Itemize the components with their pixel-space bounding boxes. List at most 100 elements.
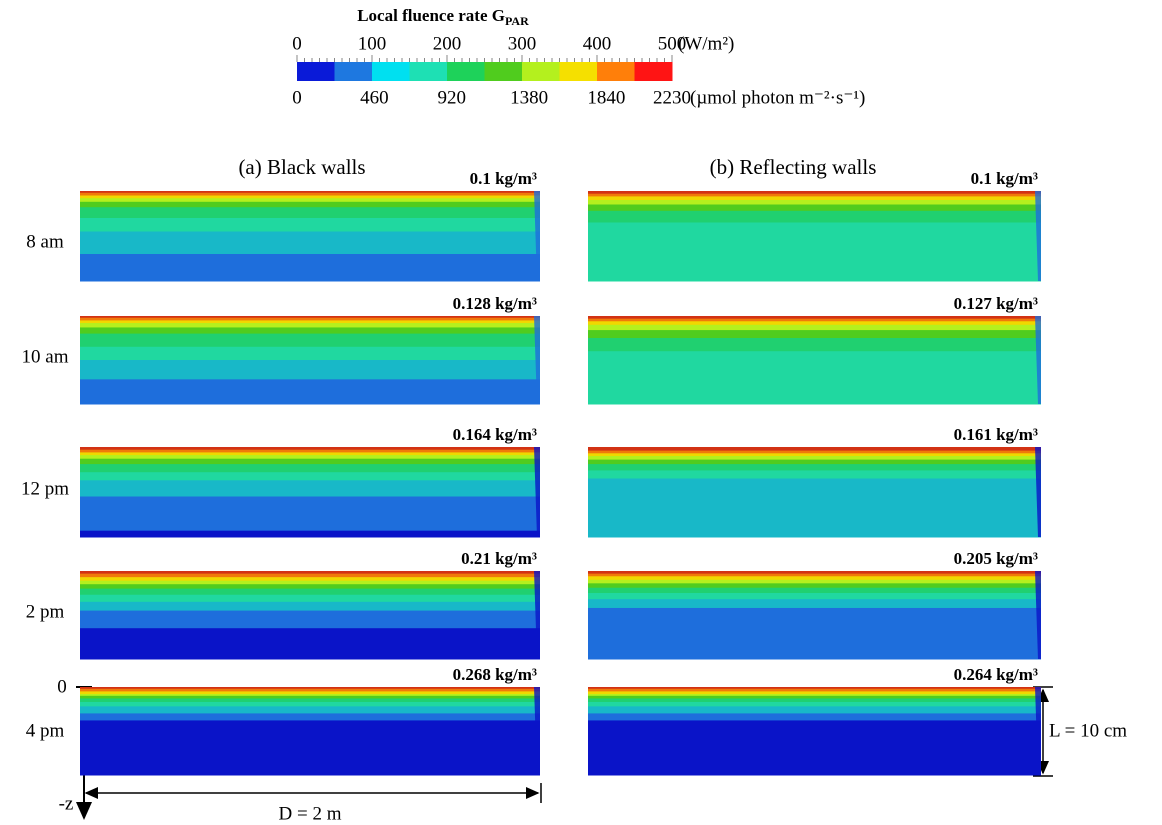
- contour-band: [80, 231, 540, 255]
- contour-band: [80, 571, 540, 575]
- top-unit: (W/m²): [678, 33, 734, 54]
- contour-band: [588, 351, 1041, 405]
- contour-band: [588, 191, 1041, 195]
- colorbar-segment: [297, 62, 335, 81]
- concentration-label: 0.264 kg/m³: [954, 665, 1038, 684]
- contour-band: [588, 453, 1041, 457]
- contour-band: [588, 687, 1041, 690]
- contour-band: [80, 198, 540, 203]
- contour-band: [588, 193, 1041, 197]
- colorbar-segment: [409, 62, 448, 81]
- wall-edge: [1035, 191, 1041, 281]
- contour-band: [80, 610, 540, 629]
- bottom-tick-label: 920: [437, 87, 466, 108]
- contour-band: [588, 576, 1041, 581]
- contour-band: [80, 688, 540, 692]
- colorbar-segment: [597, 62, 635, 81]
- contour-band: [588, 583, 1041, 589]
- contour-band: [80, 317, 540, 321]
- contour-band: [80, 379, 540, 405]
- contour-band: [588, 210, 1041, 223]
- top-tick-label: 0: [292, 33, 302, 54]
- contour-band: [80, 327, 540, 335]
- contour-band: [588, 573, 1041, 577]
- contour-band: [588, 713, 1041, 721]
- wall-edge: [1035, 687, 1041, 775]
- top-tick-label: 100: [358, 33, 387, 54]
- row-label: 10 am: [22, 346, 69, 367]
- bottom-unit: (µmol photon m⁻²·s⁻¹): [690, 87, 865, 108]
- contour-band: [80, 201, 540, 208]
- colorbar-segment: [522, 62, 560, 81]
- colorbar-segment: [372, 62, 410, 81]
- width-label: D = 2 m: [279, 803, 342, 824]
- contour-band: [588, 464, 1041, 471]
- colorbar-segment: [334, 62, 373, 81]
- contour-band: [80, 691, 540, 695]
- contour-band: [588, 456, 1041, 461]
- contour-band: [80, 472, 540, 481]
- contour-band: [80, 254, 540, 282]
- contour-band: [80, 530, 540, 538]
- contour-band: [588, 324, 1041, 331]
- bottom-tick-label: 0: [292, 87, 302, 108]
- contour-band: [588, 691, 1041, 695]
- contour-band: [588, 204, 1041, 212]
- contour-band: [80, 628, 540, 660]
- contour-band: [588, 593, 1041, 600]
- contour-band: [80, 687, 540, 690]
- colorbar-segment: [634, 62, 673, 81]
- wall-edge: [1035, 316, 1041, 404]
- contour-band: [80, 496, 540, 532]
- contour-band: [80, 601, 540, 612]
- contour-band: [80, 706, 540, 714]
- contour-band: [80, 694, 540, 697]
- contour-band: [80, 192, 540, 196]
- contour-band: [588, 316, 1041, 320]
- top-tick-label: 400: [583, 33, 612, 54]
- contour-band: [80, 701, 540, 707]
- contour-band: [80, 316, 540, 319]
- contour-band: [588, 706, 1041, 714]
- contour-band: [80, 207, 540, 219]
- contour-band: [588, 720, 1041, 776]
- colorbar-segment: [559, 62, 598, 81]
- contour-band: [80, 464, 540, 473]
- contour-band: [588, 450, 1041, 454]
- contour-band: [80, 333, 540, 348]
- contour-band: [588, 701, 1041, 707]
- origin-label: 0: [57, 676, 67, 697]
- contour-band: [588, 698, 1041, 703]
- contour-band: [588, 695, 1041, 699]
- wall-edge: [534, 316, 540, 404]
- wall-edge: [534, 571, 540, 659]
- wall-edge: [1035, 447, 1041, 537]
- contour-band: [80, 720, 540, 776]
- row-label: 8 am: [26, 231, 64, 252]
- contour-band: [80, 191, 540, 194]
- contour-band: [80, 698, 540, 703]
- bottom-tick-label: 1380: [510, 87, 548, 108]
- contour-band: [80, 695, 540, 699]
- concentration-label: 0.161 kg/m³: [954, 425, 1038, 444]
- contour-band: [80, 320, 540, 324]
- concentration-label: 0.1 kg/m³: [971, 169, 1038, 188]
- contour-band: [80, 573, 540, 578]
- contour-band: [80, 713, 540, 721]
- contour-band: [588, 571, 1041, 575]
- column-title: (a) Black walls: [238, 155, 365, 179]
- contour-band: [80, 580, 540, 585]
- contour-band: [80, 588, 540, 596]
- contour-band: [588, 579, 1041, 584]
- contour-band: [80, 218, 540, 232]
- contour-band: [80, 346, 540, 361]
- contour-band: [80, 584, 540, 590]
- contour-band: [588, 688, 1041, 692]
- contour-band: [80, 455, 540, 460]
- colorbar-title: Local fluence rate GPAR: [357, 6, 529, 28]
- row-label: 2 pm: [26, 601, 65, 622]
- contour-band: [80, 480, 540, 497]
- colorbar-segment: [447, 62, 485, 81]
